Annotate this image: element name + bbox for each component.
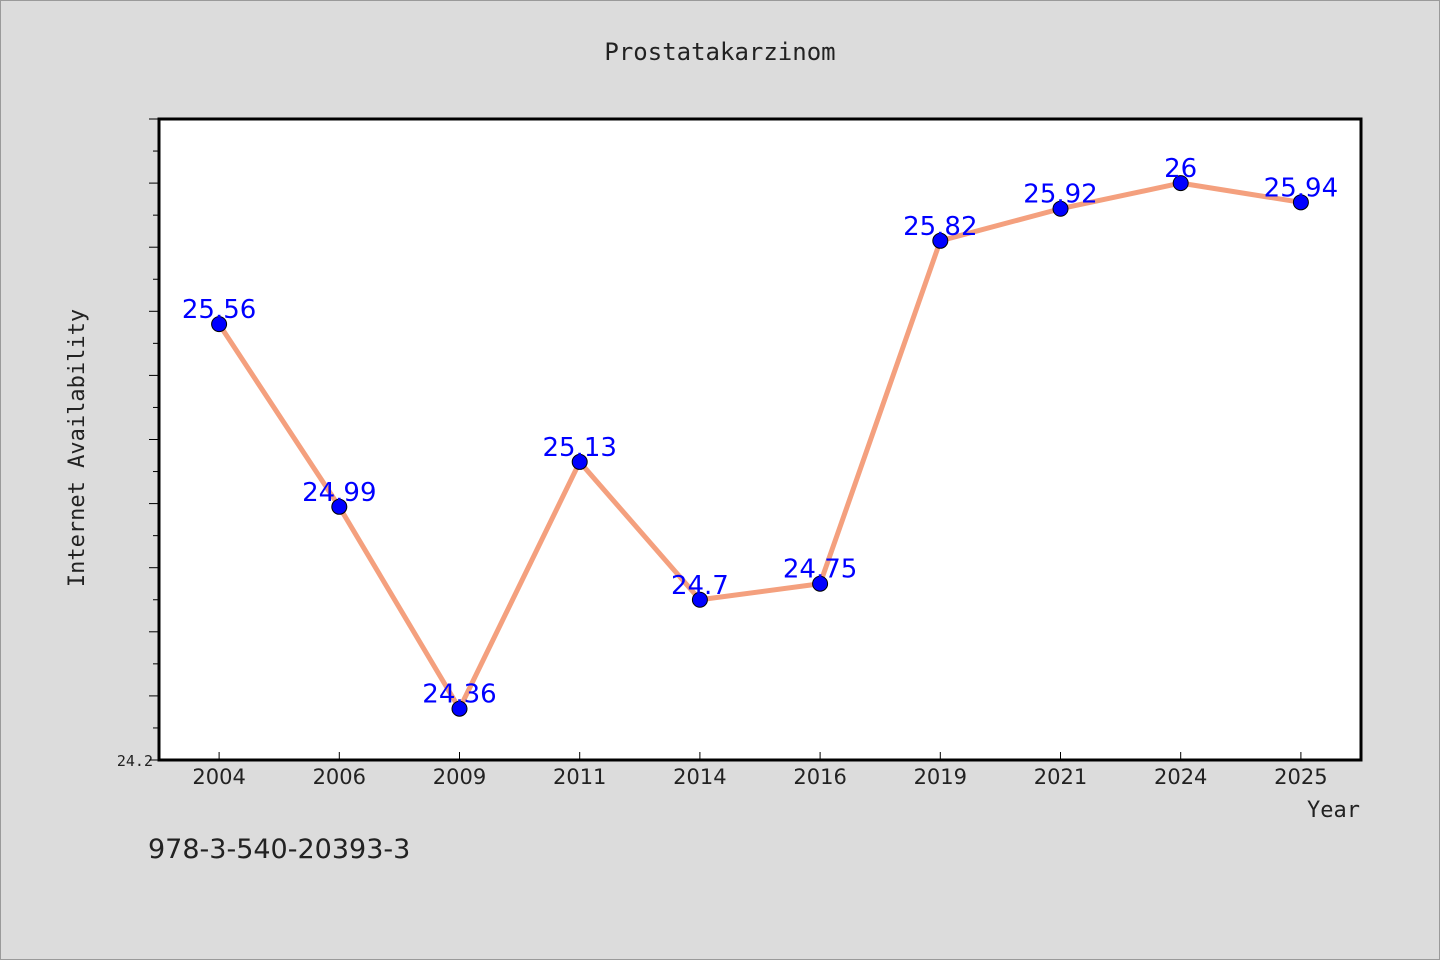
x-tick-label: 2024: [1154, 765, 1207, 789]
x-axis-label: Year: [1307, 798, 1360, 823]
data-point: [932, 232, 949, 249]
x-tick-label: 2004: [192, 765, 245, 789]
data-label: 25.94: [1264, 173, 1338, 203]
chart-title: Prostatakarzinom: [604, 38, 835, 66]
plot-area: [157, 117, 1363, 762]
x-tick-label: 2025: [1274, 765, 1327, 789]
x-ticks: 2004 2006 2009 2011 2014 2016 2019 2021 2024 2025: [192, 752, 1328, 789]
x-tick-label: 2021: [1034, 765, 1087, 789]
data-label: 24.36: [422, 680, 496, 710]
data-label: 24.7: [671, 571, 729, 601]
data-point: [1172, 175, 1189, 192]
data-label: 24.75: [783, 555, 857, 585]
data-label: 25.92: [1023, 180, 1097, 210]
x-tick-label: 2014: [673, 765, 726, 789]
x-tick-label: 2019: [914, 765, 967, 789]
data-point: [812, 575, 829, 592]
x-tick-label: 2011: [553, 765, 606, 789]
y-axis-label: Internet Availability: [65, 309, 90, 587]
x-tick-label: 2016: [793, 765, 846, 789]
y-tick-label: 24.2: [117, 752, 153, 770]
footer-note: 978-3-540-20393-3: [148, 834, 411, 865]
data-label: 24.99: [302, 478, 376, 508]
data-label: 25.82: [903, 212, 977, 242]
series-line: [217, 180, 1302, 712]
data-point: [691, 591, 708, 608]
y-ticks: [149, 118, 159, 761]
data-point: [1052, 200, 1069, 217]
data-point: [571, 453, 588, 470]
data-point: [211, 316, 228, 333]
data-point: [451, 700, 468, 717]
x-tick-label: 2006: [313, 765, 366, 789]
series-group: 25.56 24.99 24.36 25.13 24.7 24.75 25.82 25.92 2…: [182, 154, 1338, 717]
data-point: [331, 498, 348, 515]
data-label: 25.13: [542, 433, 616, 463]
x-tick-label: 2009: [433, 765, 486, 789]
data-label: 25.56: [182, 295, 256, 325]
data-label: 26: [1164, 154, 1197, 184]
data-point: [1292, 194, 1309, 211]
